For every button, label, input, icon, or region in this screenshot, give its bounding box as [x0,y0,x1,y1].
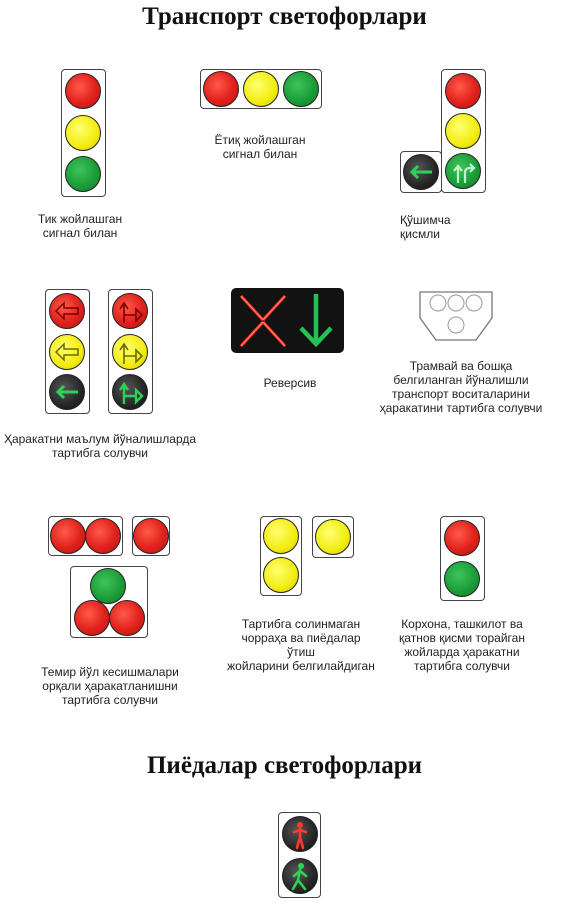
arrow-left-icon [54,342,79,362]
vertical-caption: Тик жойлашган сигнал билан [20,212,140,240]
arrow-left-icon [55,384,78,400]
directional-caption: Ҳаракатни маълум йўналишларда тартибга с… [0,432,200,460]
caption-line: тартибга солувчи [62,693,158,707]
caption-line: тартибга солувчи [414,659,510,673]
red-lamp [50,518,86,554]
red-lamp [203,71,239,107]
railway-caption: Темир йўл кесишмалари орқали ҳаракатлани… [20,665,200,707]
red-lamp [109,600,145,636]
yellow-lamp [263,518,299,554]
pedestrian-icon [291,863,308,891]
tram-caption: Трамвай ва бошқа белгиланган йўналишли т… [366,359,556,415]
green-lamp [90,568,126,604]
red-lamp [65,73,101,109]
crossing-caption: Тартибга солинмаган чорраҳа ва пиёдалар … [226,617,376,673]
caption-line: жойларда ҳаракатни [404,645,520,659]
pedestrian-lights-heading: Пиёдалар светофорлари [146,752,423,779]
additional-caption: Қўшимча қисмли [400,213,470,241]
yellow-lamp [243,71,279,107]
caption-line: чорраҳа ва пиёдалар ўтиш [241,631,361,659]
transport-lights-heading: Транспорт светофорлари [142,3,427,30]
arrow-right-turn-icon [119,381,144,405]
arrow-down-icon [299,294,333,348]
green-arrow-lamp [445,153,481,189]
caption-line: Тик жойлашган [37,212,123,226]
red-lamp [85,518,121,554]
caption-line: Темир йўл кесишмалари [41,665,179,679]
caption-line: Тартибга солинмаган [241,617,361,631]
tram-light-housing [419,291,493,341]
red-arrow-lamp [112,293,148,329]
caption-line: сигнал билан [222,147,298,161]
caption-line: жойларини белгилайдиган [227,659,375,673]
yellow-lamp [263,557,299,593]
caption-line: Қўшимча [400,213,451,227]
caption-line: орқали ҳаракатланишни [42,679,178,693]
caption-line: Реверсив [263,376,317,390]
green-lamp [283,71,319,107]
red-lamp [444,520,480,556]
caption-line: тартибга солувчи [52,446,148,460]
pedestrian-icon [292,822,308,850]
arrow-right-turn-icon [453,163,476,183]
caption-line: Трамвай ва бошқа [409,359,513,373]
caption-line: ҳаракатини тартибга солувчи [379,401,543,415]
arrow-left-icon [409,164,432,180]
red-lamp [445,73,481,109]
arrow-left-icon [54,301,79,321]
yellow-lamp [315,519,351,555]
caption-line: белгиланган йўналишли [393,373,529,387]
red-lamp [133,518,169,554]
caption-line: қисмли [400,227,440,241]
green-lamp [444,561,480,597]
yellow-lamp [65,115,101,151]
reversible-light-panel [231,288,344,353]
caption-line: Ҳаракатни маълум йўналишларда [3,432,197,446]
reversible-caption: Реверсив [240,376,340,390]
caption-line: Ётиқ жойлашган [214,133,306,147]
yellow-arrow-lamp [49,334,85,370]
enterprise-caption: Корхона, ташкилот ва қатнов қисми торайг… [388,617,536,673]
yellow-lamp [445,113,481,149]
caption-line: қатнов қисми торайган [399,631,525,645]
dark-arrow-lamp [112,374,148,410]
arrow-right-turn-icon [119,342,144,364]
caption-line: транспорт воситаларини [392,387,530,401]
red-lamp [74,600,110,636]
cross-x-icon [239,294,287,348]
caption-line: Корхона, ташкилот ва [401,617,523,631]
arrow-right-turn-icon [119,301,144,323]
caption-line: сигнал билан [42,226,118,240]
horizontal-caption: Ётиқ жойлашган сигнал билан [190,133,330,161]
green-lamp [65,156,101,192]
yellow-arrow-lamp [112,334,148,370]
